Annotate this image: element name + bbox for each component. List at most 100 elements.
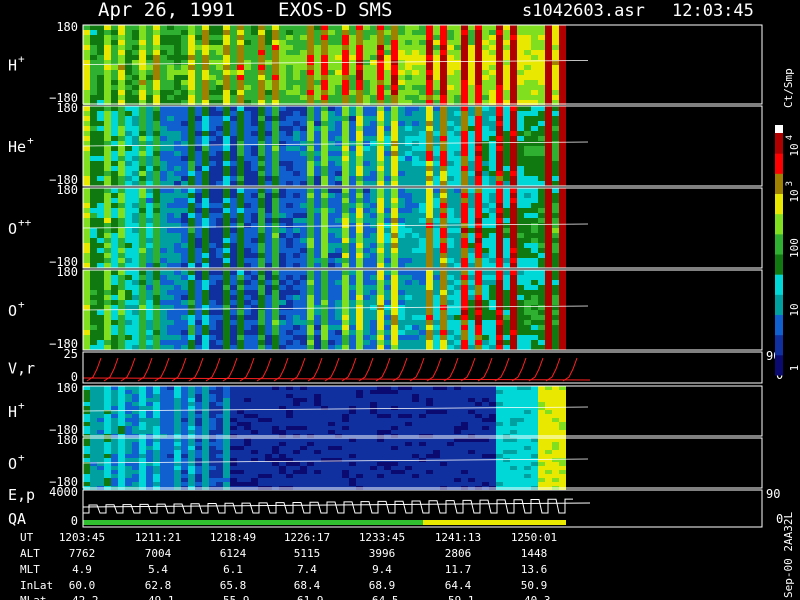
spectrogram-cell [328, 111, 335, 116]
spectrogram-cell [475, 345, 482, 350]
spectrogram-cell [510, 300, 517, 305]
spectrogram-cell [279, 85, 286, 90]
spectrogram-cell [125, 141, 132, 146]
spectrogram-cell [90, 300, 97, 305]
spectrogram-cell [104, 223, 111, 228]
spectrogram-cell [181, 390, 188, 394]
spectrogram-cell [258, 335, 265, 340]
spectrogram-cell [111, 263, 118, 268]
spectrogram-cell [167, 238, 174, 243]
spectrogram-cell [531, 181, 538, 186]
spectrogram-cell [440, 80, 447, 85]
spectrogram-cell [132, 398, 139, 402]
spectrogram-cell [237, 193, 244, 198]
spectrogram-cell [307, 315, 314, 320]
spectrogram-cell [489, 270, 496, 275]
spectrogram-cell [328, 258, 335, 263]
spectrogram-cell [440, 345, 447, 350]
spectrogram-cell [363, 414, 370, 418]
spectrogram-cell [90, 426, 97, 430]
spectrogram-cell [398, 70, 405, 75]
spectrogram-cell [433, 25, 440, 30]
spectrogram-cell [321, 238, 328, 243]
spectrogram-cell [293, 325, 300, 330]
spectrogram-cell [293, 116, 300, 121]
spectrogram-cell [139, 285, 146, 290]
spectrogram-cell [97, 116, 104, 121]
spectrogram-cell [160, 410, 167, 414]
spectrogram-cell [468, 198, 475, 203]
spectrogram-cell [300, 238, 307, 243]
spectrogram-cell [181, 258, 188, 263]
spectrogram-cell [181, 253, 188, 258]
spectrogram-cell [419, 258, 426, 263]
spectrogram-cell [517, 136, 524, 141]
spectrogram-cell [139, 203, 146, 208]
spectrogram-cell [153, 146, 160, 151]
spectrogram-cell [195, 65, 202, 70]
spectrogram-cell [363, 131, 370, 136]
spectrogram-cell [510, 90, 517, 95]
spectrogram-cell [447, 176, 454, 181]
spectrogram-cell [167, 223, 174, 228]
spectrogram-cell [125, 430, 132, 434]
spectrogram-cell [230, 40, 237, 45]
spectrogram-cell [545, 228, 552, 233]
spectrogram-cell [251, 65, 258, 70]
spectrogram-cell [482, 243, 489, 248]
spectrogram-cell [139, 116, 146, 121]
spectrogram-cell [97, 171, 104, 176]
spectrogram-cell [482, 280, 489, 285]
spectrogram-cell [314, 203, 321, 208]
spectrogram-cell [559, 325, 566, 330]
spectrogram-cell [209, 305, 216, 310]
spectrogram-cell [216, 126, 223, 131]
spectrogram-cell [188, 156, 195, 161]
spectrogram-cell [132, 340, 139, 345]
spectrogram-cell [433, 263, 440, 268]
spectrogram-cell [195, 414, 202, 418]
spectrogram-cell [279, 181, 286, 186]
spectrogram-cell [272, 80, 279, 85]
spectrogram-cell [230, 426, 237, 430]
spectrogram-cell [489, 335, 496, 340]
spectrogram-cell [83, 100, 90, 105]
spectrogram-cell [342, 305, 349, 310]
spectrogram-cell [426, 198, 433, 203]
spectrogram-cell [272, 402, 279, 406]
spectrogram-cell [307, 218, 314, 223]
spectrogram-cell [335, 295, 342, 300]
spectrogram-cell [482, 218, 489, 223]
spectrogram-cell [132, 121, 139, 126]
spectrogram-cell [370, 136, 377, 141]
spectrogram-cell [363, 171, 370, 176]
spectrogram-cell [461, 70, 468, 75]
spectrogram-cell [188, 213, 195, 218]
spectrogram-cell [335, 181, 342, 186]
spectrogram-cell [454, 50, 461, 55]
spectrogram-cell [216, 100, 223, 105]
spectrogram-cell [405, 238, 412, 243]
spectrogram-cell [293, 300, 300, 305]
spectrogram-cell [531, 330, 538, 335]
spectrogram-cell [531, 116, 538, 121]
spectrogram-cell [111, 111, 118, 116]
spectrogram-cell [440, 60, 447, 65]
spectrogram-cell [223, 335, 230, 340]
spectrogram-cell [426, 60, 433, 65]
spectrogram-cell [440, 176, 447, 181]
spectrogram-cell [251, 300, 258, 305]
spectrogram-cell [244, 136, 251, 141]
spectrogram-cell [482, 295, 489, 300]
spectrogram-cell [83, 300, 90, 305]
spectrogram-cell [97, 95, 104, 100]
spectrogram-cell [496, 290, 503, 295]
spectrogram-cell [167, 181, 174, 186]
spectrogram-cell [559, 50, 566, 55]
spectrogram-cell [398, 45, 405, 50]
spectrogram-cell [125, 253, 132, 258]
spectrogram-cell [300, 243, 307, 248]
spectrogram-cell [188, 50, 195, 55]
spectrogram-cell [321, 280, 328, 285]
spectrogram-cell [321, 141, 328, 146]
